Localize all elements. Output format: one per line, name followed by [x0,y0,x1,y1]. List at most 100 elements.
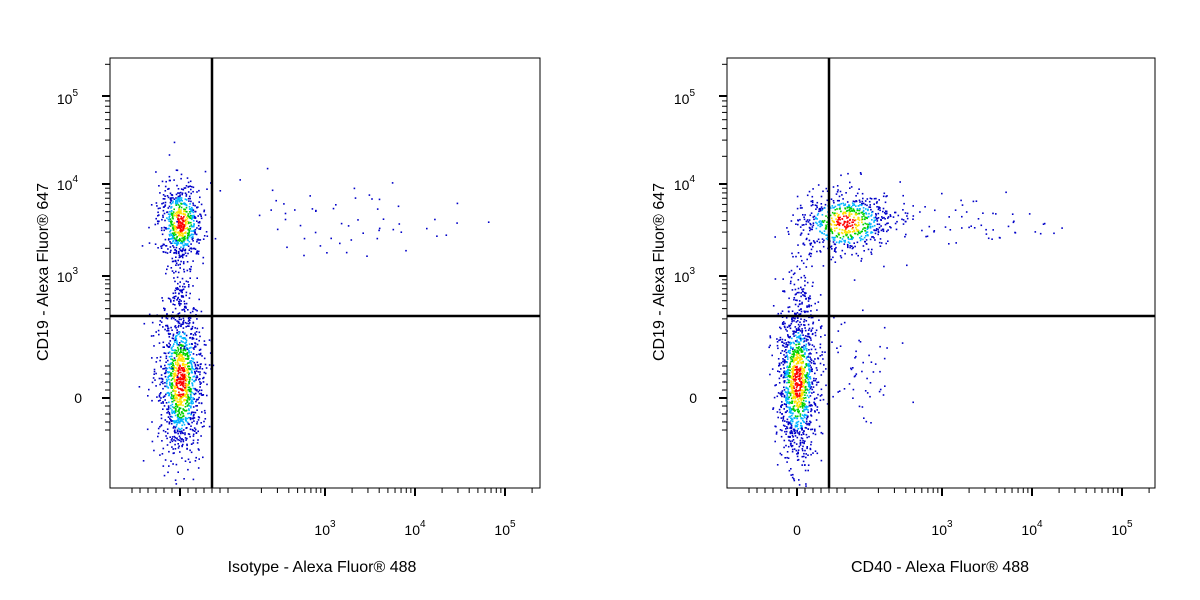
event-dot [859,201,861,203]
event-dot [185,221,187,224]
event-dot [820,203,823,205]
event-dot [177,394,180,396]
event-dot [844,229,847,232]
event-dot [163,226,166,229]
event-dot [162,408,164,410]
event-dot [862,238,864,241]
event-dot [863,250,865,252]
event-dot [796,421,798,424]
event-dot [853,242,855,244]
event-dot [166,268,168,271]
event-dot [196,191,198,193]
event-dot [203,209,206,212]
event-dot [181,242,183,245]
event-dot [781,392,783,394]
event-dot [182,412,185,415]
event-dot [181,369,183,372]
event-dot [177,271,180,274]
event-dot [802,354,805,356]
event-dot [846,233,848,236]
event-dot [851,228,853,230]
event-dot [809,337,812,339]
event-dot [878,199,880,201]
event-dot [789,431,791,433]
event-dot [162,209,165,212]
event-dot [786,371,788,373]
event-dot [789,349,791,352]
event-dot [182,351,184,354]
event-dot [791,252,793,255]
event-dot [208,425,211,428]
event-dot [807,221,810,223]
event-dot [822,358,824,360]
event-dot [170,207,172,209]
event-dot [159,425,161,428]
event-dot [176,202,179,204]
event-dot [807,332,809,335]
event-dot [792,406,795,408]
event-dot [801,330,804,332]
event-dot [188,416,190,419]
event-dot [175,249,178,252]
event-dot [839,216,841,219]
event-dot [166,324,169,327]
event-dot [830,258,833,261]
event-dot [850,367,852,370]
event-dot [804,388,807,391]
event-dot [835,241,838,244]
event-dot [894,211,897,214]
event-dot [174,399,177,402]
event-dot [814,362,816,365]
event-dot [831,341,833,343]
event-dot [184,248,187,251]
event-dot [188,409,190,412]
event-dot [182,262,185,265]
event-dot [837,351,839,354]
event-dot [157,432,160,435]
event-dot [949,229,952,231]
event-dot [862,197,864,200]
event-dot [799,313,802,315]
event-dot [176,404,178,406]
event-dot [846,207,849,209]
event-dot [795,390,797,393]
event-dot [194,327,196,329]
event-dot [1039,232,1042,235]
event-dot [191,327,193,330]
event-dot [870,214,873,216]
event-dot [456,222,458,224]
event-dot [805,297,807,300]
event-dot [781,413,783,415]
event-dot [833,316,835,319]
event-dot [809,360,811,363]
event-dot [170,299,172,302]
event-dot [173,376,175,378]
event-dot [164,308,166,310]
event-dot [179,289,182,291]
event-dot [809,395,812,397]
event-dot [825,237,828,240]
event-dot [189,418,192,421]
event-dot [861,230,863,233]
event-dot [197,430,199,433]
event-dot [168,154,171,156]
event-dot [171,409,173,411]
event-dot [807,464,810,466]
event-dot [168,421,171,424]
event-dot [185,199,188,201]
event-dot [819,223,821,226]
event-dot [192,429,194,432]
event-dot [806,194,809,197]
event-dot [188,211,191,213]
event-dot [860,230,863,233]
event-dot [797,408,799,411]
event-dot [151,381,154,384]
event-dot [867,227,870,229]
event-dot [177,288,180,290]
event-dot [204,170,207,173]
event-dot [873,221,875,223]
event-dot [780,362,783,364]
event-dot [862,361,864,364]
event-dot [783,403,786,405]
event-dot [309,195,311,197]
